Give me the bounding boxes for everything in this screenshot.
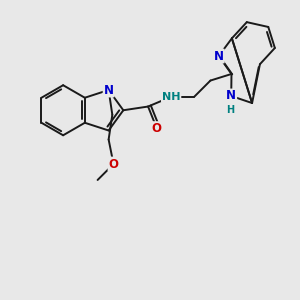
Text: N: N (103, 83, 114, 97)
Text: N: N (214, 50, 224, 62)
Text: O: O (151, 122, 161, 135)
Text: H: H (226, 105, 234, 115)
Text: NH: NH (162, 92, 180, 102)
Text: O: O (109, 158, 118, 170)
Text: N: N (226, 89, 236, 103)
